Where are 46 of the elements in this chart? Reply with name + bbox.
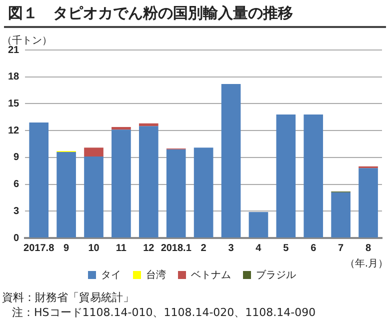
x-tick-label: 9 [64,242,70,254]
y-tick-label: 15 [8,98,20,110]
x-tick-label: 4 [256,242,262,254]
bar [84,156,104,238]
x-tick-label: 10 [88,242,100,254]
legend-label: ブラジル [256,268,296,281]
y-tick-label: 9 [14,152,20,164]
chart-title: 図１ タピオカでん粉の国別輸入量の推移 [4,0,386,28]
bar [248,212,268,238]
bar [304,114,324,238]
bar [56,152,76,238]
legend-label: ベトナム [191,270,231,281]
legend-label: タイ [101,270,121,281]
bar [276,114,296,238]
y-tick-label: 0 [14,232,20,244]
y-tick-label: 6 [14,179,20,190]
text: 注：HSコード1108.14-010、1108.14-020、1108.14-090 [11,305,317,320]
y-tick-label: 18 [8,72,20,83]
x-tick-label: 6 [310,242,317,254]
y-axis-title: （千トン） [2,34,52,47]
x-tick-label: 7 [338,242,344,254]
text: 資料：財務省「貿易統計」 [2,290,135,305]
legend-label: 台湾 [146,268,166,281]
y-tick-label: 21 [8,44,20,56]
x-tick-label: 3 [228,242,234,254]
x-tick-label: 12 [143,242,155,254]
y-tick-label: 12 [8,125,20,136]
y-tick-label: 3 [14,206,20,217]
x-tick-label: 2017.8 [24,242,55,254]
bar [166,149,186,238]
bar [221,84,241,238]
x-tick-label: 5 [283,242,290,254]
x-tick-label: 2 [200,242,207,254]
bar [138,123,158,126]
bar [112,126,131,130]
x-tick-label: 11 [116,242,127,254]
bar [138,126,158,238]
bar [358,168,378,238]
bar [84,148,104,157]
bar [331,192,350,238]
x-tick-label: 8 [365,242,372,254]
bar [194,148,214,238]
x-tick-label: 2018.1 [160,242,192,254]
bar [112,130,131,238]
x-axis-title: （年.月） [344,258,388,270]
bar [29,122,49,238]
